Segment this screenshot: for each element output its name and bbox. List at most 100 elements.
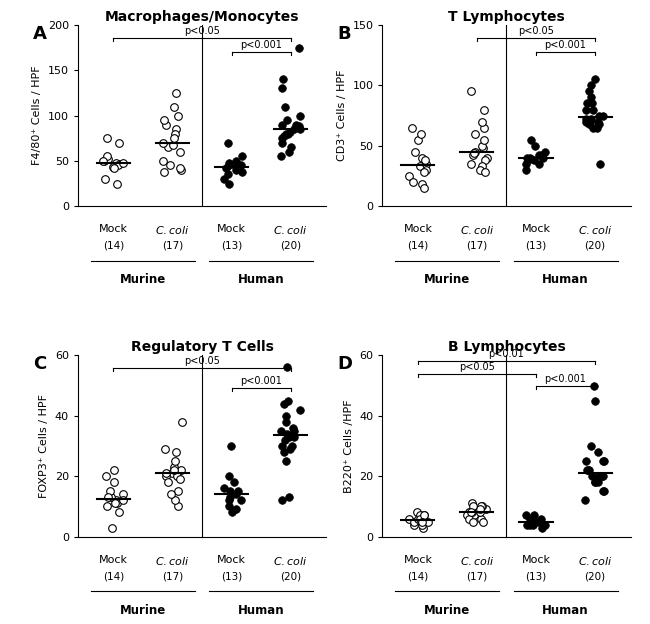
Point bbox=[107, 522, 117, 532]
Point bbox=[582, 466, 592, 475]
Point bbox=[592, 447, 603, 457]
Text: (17): (17) bbox=[466, 571, 488, 581]
Point bbox=[590, 396, 600, 406]
Y-axis label: FOXP3⁺ Cells / HPF: FOXP3⁺ Cells / HPF bbox=[39, 394, 49, 498]
Text: (14): (14) bbox=[408, 571, 428, 581]
Point bbox=[534, 159, 544, 169]
Point bbox=[284, 127, 294, 137]
Y-axis label: B220⁺ Cells /HPF: B220⁺ Cells /HPF bbox=[344, 399, 354, 493]
Point bbox=[110, 499, 120, 509]
Point bbox=[108, 162, 118, 172]
Point bbox=[586, 441, 596, 451]
Point bbox=[593, 117, 604, 127]
Point bbox=[480, 167, 490, 177]
Point bbox=[584, 466, 594, 475]
Point bbox=[176, 466, 187, 475]
Point bbox=[276, 426, 287, 436]
Point bbox=[294, 42, 304, 52]
Text: $\it{C. coli}$: $\it{C. coli}$ bbox=[274, 224, 308, 236]
Text: $\it{C. coli}$: $\it{C. coli}$ bbox=[460, 555, 494, 567]
Point bbox=[227, 507, 237, 517]
Point bbox=[595, 159, 605, 169]
Point bbox=[170, 129, 181, 139]
Point bbox=[284, 432, 294, 442]
Point bbox=[114, 507, 124, 517]
Point bbox=[419, 510, 429, 520]
Point bbox=[279, 447, 289, 457]
Point bbox=[580, 495, 590, 505]
Text: Mock: Mock bbox=[404, 224, 432, 235]
Point bbox=[163, 477, 174, 487]
Point bbox=[114, 138, 124, 148]
Point bbox=[463, 514, 474, 524]
Point bbox=[406, 123, 417, 133]
Point bbox=[168, 102, 179, 112]
Point bbox=[283, 492, 294, 502]
Text: (17): (17) bbox=[162, 571, 183, 581]
Point bbox=[417, 517, 427, 527]
Point bbox=[521, 510, 531, 520]
Point bbox=[419, 183, 429, 193]
Text: Mock: Mock bbox=[99, 555, 128, 565]
Point bbox=[276, 495, 287, 505]
Point bbox=[173, 502, 183, 512]
Point bbox=[237, 167, 247, 177]
Point bbox=[281, 456, 292, 466]
Point bbox=[521, 159, 532, 169]
Text: D: D bbox=[338, 356, 353, 373]
Point bbox=[276, 152, 287, 162]
Point bbox=[525, 153, 535, 163]
Point bbox=[284, 147, 294, 157]
Point bbox=[415, 514, 425, 524]
Point bbox=[287, 441, 298, 451]
Point bbox=[590, 74, 600, 84]
Point bbox=[599, 486, 610, 496]
Point bbox=[476, 502, 486, 512]
Point bbox=[540, 147, 550, 157]
Point bbox=[465, 507, 476, 517]
Point bbox=[158, 156, 168, 166]
Point bbox=[593, 110, 604, 120]
Point bbox=[226, 441, 236, 451]
Point bbox=[164, 160, 175, 170]
Point bbox=[280, 102, 290, 112]
Point bbox=[173, 110, 183, 120]
Point bbox=[478, 517, 488, 527]
Point bbox=[177, 417, 187, 427]
Point bbox=[580, 456, 591, 466]
Point bbox=[112, 499, 122, 509]
Text: (13): (13) bbox=[525, 241, 547, 251]
Point bbox=[404, 514, 414, 524]
Point bbox=[598, 110, 608, 120]
Point bbox=[413, 135, 424, 145]
Point bbox=[411, 517, 421, 527]
Text: B: B bbox=[338, 25, 352, 43]
Point bbox=[281, 115, 292, 125]
Point bbox=[528, 510, 539, 520]
Point bbox=[170, 88, 181, 98]
Point bbox=[282, 429, 293, 439]
Point bbox=[168, 140, 178, 150]
Point bbox=[283, 129, 293, 139]
Point bbox=[466, 159, 476, 169]
Point bbox=[176, 474, 186, 484]
Text: Human: Human bbox=[238, 603, 285, 617]
Point bbox=[294, 124, 305, 134]
Point bbox=[470, 147, 480, 157]
Point bbox=[468, 502, 478, 512]
Point bbox=[224, 492, 235, 502]
Point bbox=[585, 117, 595, 127]
Point bbox=[172, 471, 183, 481]
Point bbox=[175, 163, 185, 173]
Point bbox=[587, 471, 597, 481]
Text: (20): (20) bbox=[584, 241, 606, 251]
Point bbox=[113, 160, 124, 170]
Point bbox=[590, 477, 600, 487]
Point bbox=[169, 466, 179, 475]
Point bbox=[169, 134, 179, 144]
Point bbox=[235, 495, 246, 505]
Point bbox=[531, 517, 541, 527]
Text: p<0.001: p<0.001 bbox=[545, 41, 586, 51]
Point bbox=[479, 105, 489, 115]
Text: Murine: Murine bbox=[424, 603, 471, 617]
